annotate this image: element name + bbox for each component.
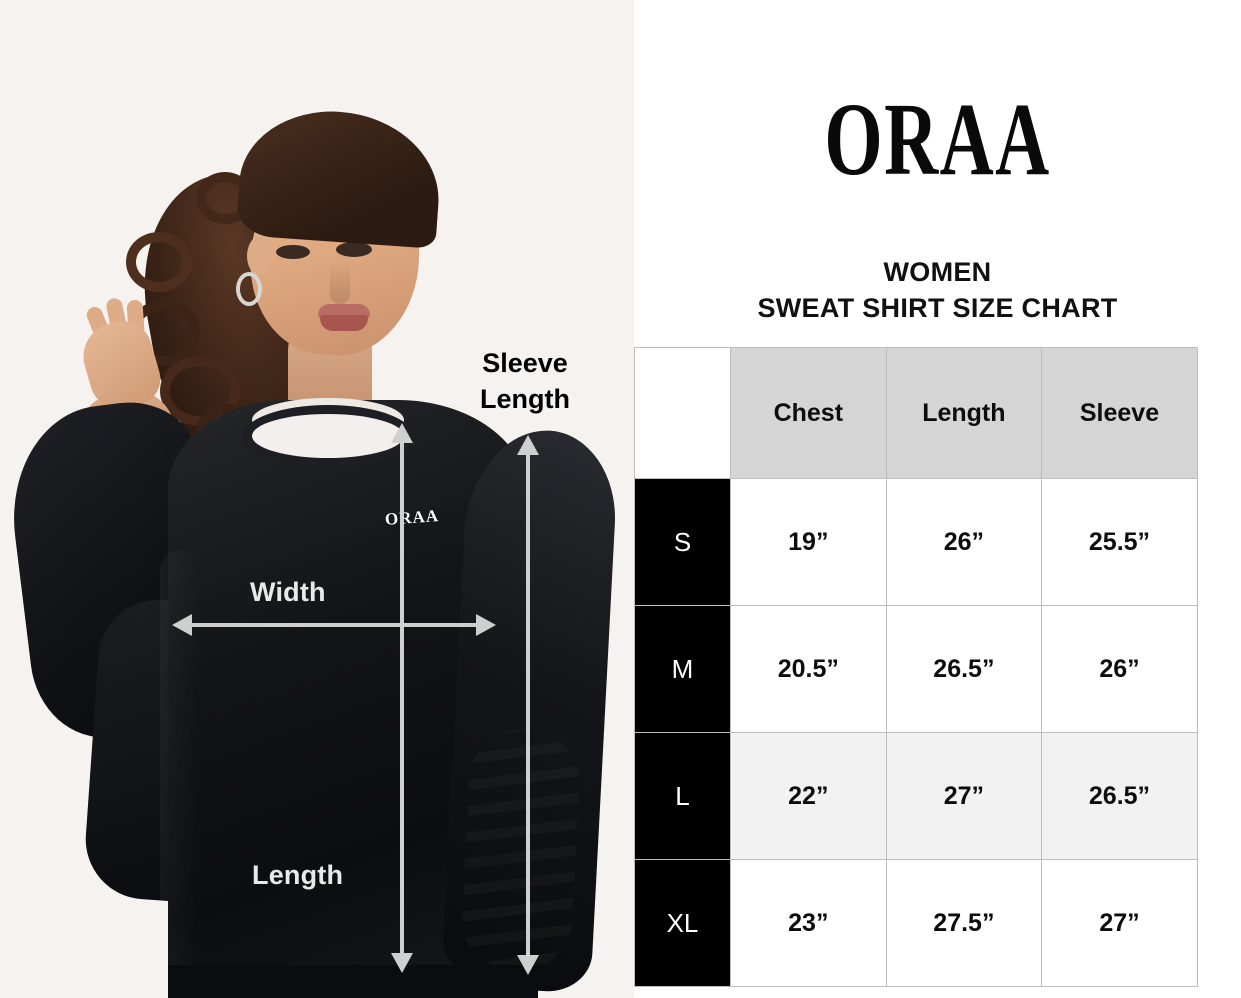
nose [330,262,350,304]
cell-xl-length: 27.5” [885,859,1043,987]
sleeve-arrow-top-head [517,435,539,455]
size-label-s: S [634,478,731,606]
model-photo [0,0,634,998]
chart-title: WOMEN SWEAT SHIRT SIZE CHART [634,255,1241,326]
width-arrow-right-head [476,614,496,636]
hoop-earring [236,272,262,306]
sleeve-length-label: Sleeve Length [405,345,634,418]
product-photo-panel: ORAA Width Length Sleeve Length [0,0,634,998]
garment-hem [168,965,538,998]
eye [336,242,372,257]
width-arrow-left-head [172,614,192,636]
sweatshirt-neck-rib [243,405,413,467]
size-table: Chest Length Sleeve S 19” 26” 25.5” M 20… [634,347,1198,987]
cell-l-chest: 22” [730,732,887,860]
table-row: XL 23” 27.5” 27” [634,859,1198,987]
sleeve-measure-line [526,455,530,955]
length-arrow-top-head [391,423,413,443]
model-ear [247,236,273,276]
sleeve-arrow-bottom-head [517,955,539,975]
hair-curl [126,232,192,292]
sleeve-label-line2: Length [480,384,570,415]
cell-s-length: 26” [885,478,1043,606]
cell-m-length: 26.5” [885,605,1043,733]
cell-m-chest: 20.5” [730,605,887,733]
cell-xl-chest: 23” [730,859,887,987]
hair-top [235,105,445,249]
table-row: L 22” 27” 26.5” [634,732,1198,860]
column-header-length: Length [885,347,1043,479]
size-chart-panel: ORAA WOMEN SWEAT SHIRT SIZE CHART Chest … [634,0,1241,998]
lips [320,315,368,331]
lips [318,304,370,318]
chart-title-line1: WOMEN [883,257,992,287]
cell-l-length: 27” [885,732,1043,860]
cell-s-sleeve: 25.5” [1041,478,1198,606]
column-header-chest: Chest [730,347,887,479]
length-arrow-bottom-head [391,953,413,973]
sleeve-label-line1: Sleeve [482,348,568,378]
sweatshirt-right-sleeve [440,426,620,994]
eye [276,245,310,259]
width-measure-line [190,623,478,627]
length-label: Length [252,860,344,890]
cell-s-chest: 19” [730,478,887,606]
chart-title-line2: SWEAT SHIRT SIZE CHART [757,292,1118,323]
table-row: S 19” 26” 25.5” [634,478,1198,606]
cell-m-sleeve: 26” [1041,605,1198,733]
column-header-sleeve: Sleeve [1041,347,1198,479]
size-label-xl: XL [634,859,731,987]
size-label-m: M [634,605,731,733]
table-corner-cell [634,347,731,479]
size-label-l: L [634,732,731,860]
table-row: M 20.5” 26.5” 26” [634,605,1198,733]
table-header-row: Chest Length Sleeve [634,347,1198,479]
length-measure-line [400,443,404,953]
cell-xl-sleeve: 27” [1041,859,1198,987]
cell-l-sleeve: 26.5” [1041,732,1198,860]
chest-brand-print: ORAA [384,506,440,529]
brand-logo: ORAA [824,82,1051,197]
width-label: Width [250,577,326,607]
